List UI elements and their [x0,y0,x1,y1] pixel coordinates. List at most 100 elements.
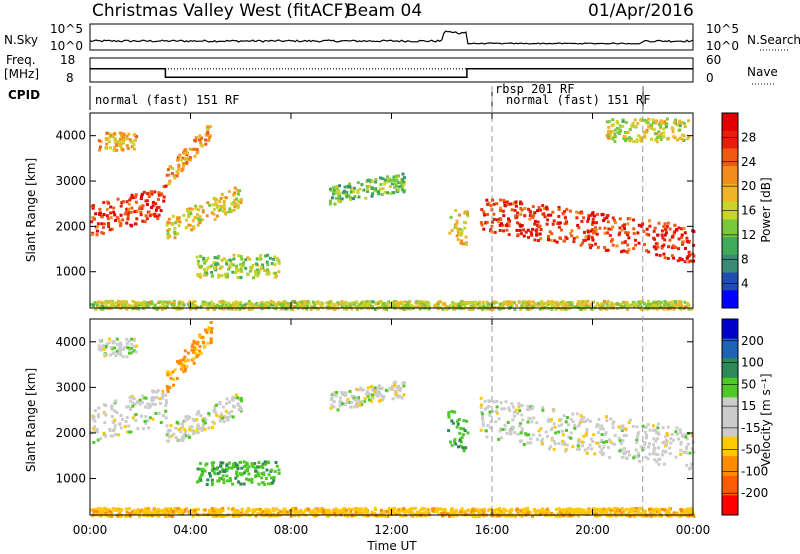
range-cell [373,506,377,510]
range-cell [197,425,201,429]
range-cell [343,189,346,193]
range-cell [186,434,190,438]
range-cell [562,440,566,444]
range-cell [101,232,105,235]
range-cell [126,217,130,221]
range-cell [516,211,520,215]
range-cell [685,437,689,441]
range-cell [590,307,594,311]
range-cell [221,416,225,420]
range-cell [449,440,452,444]
range-cell [531,227,535,231]
range-cell [664,438,668,442]
range-cell [667,506,671,510]
range-cell [479,396,483,400]
range-cell [562,514,566,518]
range-cell [615,511,619,514]
range-cell [209,300,213,304]
range-cell [463,220,466,224]
range-cell [678,136,682,140]
range-cell [609,514,613,518]
range-cell [557,507,561,511]
range-cell [535,233,539,237]
range-cell [665,122,669,126]
range-cell [492,202,496,206]
range-cell [122,347,126,351]
nave-right-tick-top: 60 [706,53,721,67]
range-cell [540,441,544,445]
range-cell [125,207,129,211]
range-cell [613,140,617,144]
range-cell [478,509,482,513]
range-cell [516,432,520,436]
range-cell [370,397,374,401]
range-cell [183,157,187,161]
range-cell [199,254,203,258]
range-cell [225,416,229,419]
range-cell [211,420,215,424]
range-cell [607,227,611,231]
range-cell [297,514,301,518]
range-cell [281,512,285,516]
range-cell [244,464,248,468]
range-cell [484,305,488,309]
range-cell [362,388,366,392]
range-cell [643,307,647,311]
range-cell [391,510,395,514]
range-cell [177,167,181,171]
range-cell [675,426,679,430]
range-cell [232,208,236,212]
range-cell [300,303,303,307]
colorbar-segment [722,417,738,438]
range-cell [397,512,401,516]
range-cell [189,212,193,216]
range-cell [306,304,309,308]
range-cell [183,428,187,432]
range-cell [630,124,634,128]
range-cell [617,436,621,440]
range-cell [415,305,419,309]
range-cell [126,215,130,219]
range-cell [600,424,604,428]
range-cell [111,507,115,511]
range-cell [593,452,597,456]
range-cell [247,301,251,305]
range-cell [606,305,610,309]
range-cell [291,307,295,311]
range-cell [499,217,503,221]
range-cell [118,509,122,513]
range-cell [368,301,372,305]
range-cell [113,424,117,428]
range-cell [529,437,533,441]
range-cell [373,512,377,516]
range-cell [500,222,503,226]
range-cell [205,269,208,273]
range-cell [546,419,550,423]
range-cell [209,338,213,342]
range-cell [219,197,223,200]
range-cell [602,445,606,449]
range-cell [397,185,401,189]
range-cell [540,439,544,443]
range-cell [181,301,185,305]
range-cell [344,509,348,513]
range-cell [686,511,690,515]
range-cell [424,304,428,308]
range-cell [478,514,481,518]
x-axis-ticks: 00:00 04:00 08:00 12:00 16:00 20:00 00:00 [73,113,710,537]
range-cell [504,508,508,512]
range-cell [503,204,507,207]
range-cell [451,421,455,425]
range-cell [668,227,672,231]
range-cell [193,509,197,513]
range-cell [187,305,191,309]
range-cell [478,512,482,516]
range-cell [201,467,205,471]
x-tick-label: 08:00 [274,523,309,537]
range-cell [118,422,122,426]
range-cell [382,307,386,311]
range-cell [124,514,128,518]
range-cell [367,178,371,182]
range-cell [427,512,431,516]
range-cell [194,204,198,208]
